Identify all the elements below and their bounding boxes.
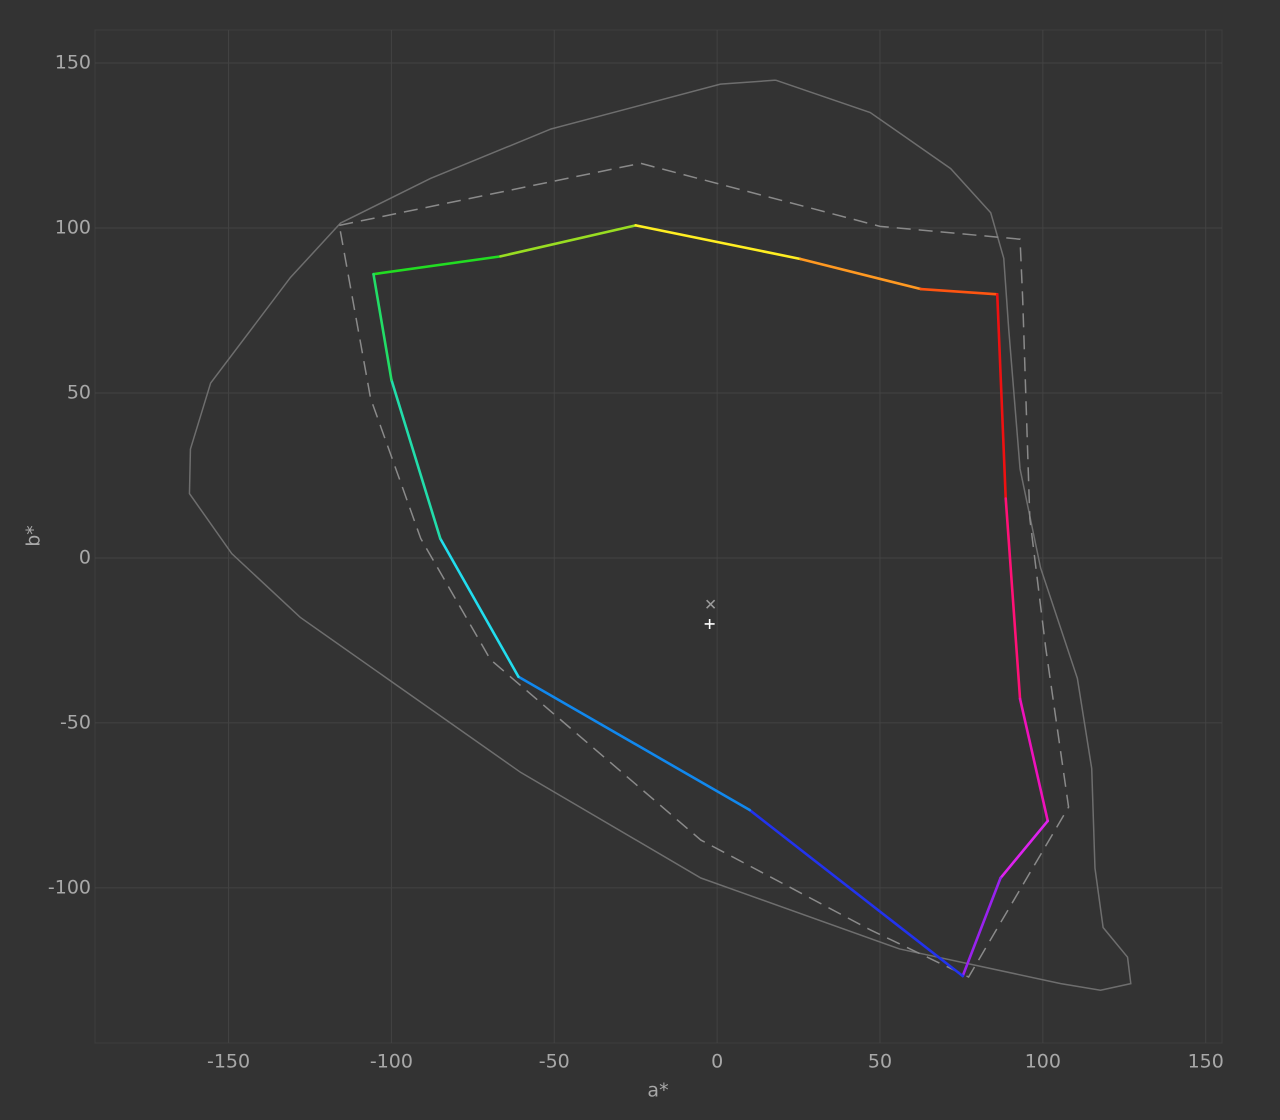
y-tick-label: 100 xyxy=(55,216,91,238)
gamut-segment xyxy=(634,224,802,261)
y-axis-label: b* xyxy=(23,525,45,547)
x-tick-label: 100 xyxy=(1025,1051,1061,1073)
gamut-segment xyxy=(995,293,1008,500)
gamut-segment xyxy=(999,819,1050,880)
y-tick-label: -100 xyxy=(48,876,91,898)
gamut-segment xyxy=(372,255,502,276)
gamut-segment xyxy=(438,537,520,679)
marker xyxy=(706,599,716,609)
y-tick-label: 150 xyxy=(55,51,91,73)
gamut-outline xyxy=(338,162,1070,978)
gamut-segment xyxy=(919,287,999,296)
y-tick-label: 0 xyxy=(79,546,91,568)
gamut-segment xyxy=(748,808,965,978)
gamut-segment xyxy=(499,224,637,258)
y-tick-label: -50 xyxy=(60,711,91,733)
x-tick-label: 0 xyxy=(711,1051,723,1073)
x-tick-label: 50 xyxy=(868,1051,892,1073)
x-tick-label: -100 xyxy=(370,1051,413,1073)
x-tick-label: 150 xyxy=(1188,1051,1224,1073)
x-tick-label: -150 xyxy=(207,1051,250,1073)
plot-frame xyxy=(94,29,1223,1044)
gamut-segment xyxy=(961,876,1002,978)
gamut-segment xyxy=(799,257,923,291)
gamut-segment xyxy=(1018,697,1050,823)
y-tick-label: 50 xyxy=(67,381,91,403)
gamut-outline xyxy=(188,79,1132,991)
gamut-segment xyxy=(517,675,752,812)
x-tick-label: -50 xyxy=(539,1051,570,1073)
gamut-segment xyxy=(1004,497,1022,701)
marker xyxy=(704,618,715,629)
gamut-segment xyxy=(390,378,442,540)
gamut-segment xyxy=(372,272,393,382)
x-axis-label: a* xyxy=(647,1080,668,1102)
